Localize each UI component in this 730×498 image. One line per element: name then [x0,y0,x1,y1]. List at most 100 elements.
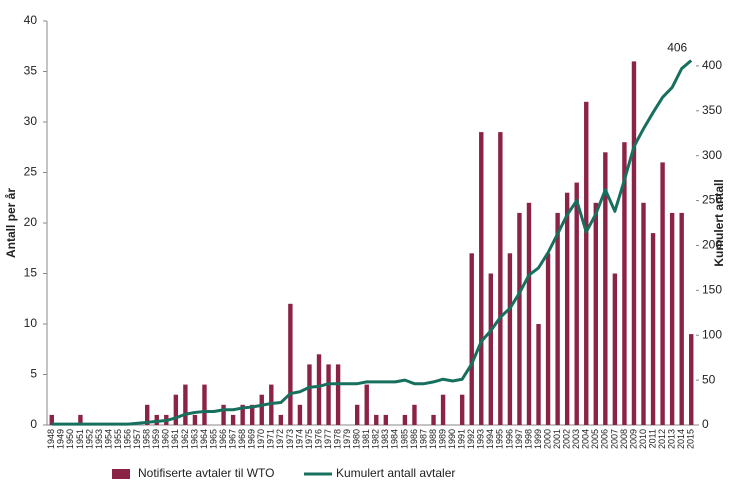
x-tick-label: 1969 [247,429,257,449]
x-tick-label: 1982 [371,429,381,449]
bar [307,364,312,425]
x-tick-label: 1989 [437,429,447,449]
x-tick-label: 1960 [161,429,171,449]
bar [173,394,179,425]
bar [660,162,665,425]
x-tick-label: 1954 [103,429,113,449]
bar [278,414,284,425]
bar [374,414,379,425]
x-tick-label: 2006 [600,429,610,449]
bar [555,212,560,425]
bar [574,182,579,425]
y-tick-label: 35 [24,64,38,78]
x-tick-label: 2014 [676,429,686,449]
x-tick-label: 1949 [56,429,66,449]
y2-tick-label: 100 [702,327,722,341]
bar [650,233,656,425]
bar [240,404,245,425]
x-tick-label: 1995 [495,429,505,449]
x-tick-label: 1951 [75,429,85,449]
y-tick-label: 5 [30,367,37,381]
x-tick-label: 1981 [361,429,371,449]
y-axis-title: Antall per år [4,188,18,258]
bar [221,404,226,425]
bar [679,212,684,425]
bar [479,132,484,425]
bar [145,404,150,425]
y-tick-label: 30 [24,114,38,128]
y-tick-label: 40 [24,13,38,27]
x-tick-label: 1997 [514,429,524,449]
bar [536,324,541,425]
y-tick-label: 25 [24,165,38,179]
x-tick-label: 1978 [332,429,342,449]
bar [49,414,54,425]
bar [440,394,446,425]
y-tick-label: 20 [24,215,38,229]
y2-tick-label: 0 [702,417,709,431]
bar [364,384,369,425]
y2-tick-label: 250 [702,193,722,207]
x-tick-label: 1964 [199,429,209,449]
x-tick-label: 1950 [65,429,75,449]
bar [545,253,551,425]
x-tick-label: 1990 [447,429,457,449]
bar [631,61,637,426]
legend-label: Kumulert antall avtaler [336,466,455,480]
x-tick-label: 1957 [132,429,142,449]
bar [459,394,465,425]
x-tick-label: 2000 [542,429,552,449]
y-tick-label: 15 [24,266,38,280]
x-tick-label: 1959 [151,429,161,449]
x-tick-label: 1973 [285,429,295,449]
x-tick-label: 1967 [227,429,237,449]
x-tick-label: 1953 [94,429,104,449]
y2-tick-label: 200 [702,238,722,252]
bar [431,414,436,425]
x-tick-label: 1974 [294,429,304,449]
x-tick-label: 1980 [352,429,362,449]
bar [78,414,83,425]
bar [230,414,236,425]
x-tick-label: 1979 [342,429,352,449]
bar [526,202,532,425]
bar [354,404,360,425]
x-tick-label: 2012 [657,429,667,449]
bar [297,404,303,425]
y2-tick-label: 150 [702,283,722,297]
y2-axis-title: Kumulert antall [712,179,726,266]
bar [593,202,598,425]
bar [402,414,408,425]
x-tick-label: 1968 [237,429,247,449]
legend-label: Notifiserte avtaler til WTO [138,466,274,480]
x-tick-label: 1962 [180,429,190,449]
y-tick-label: 10 [24,316,38,330]
x-tick-label: 1988 [428,429,438,449]
x-tick-label: 1999 [533,429,543,449]
x-tick-label: 1972 [275,429,285,449]
x-tick-label: 1955 [113,429,123,449]
bar [288,303,293,425]
bar [498,132,503,425]
x-tick-label: 2009 [628,429,638,449]
x-tick-label: 2010 [638,429,648,449]
x-tick-label: 1996 [504,429,514,449]
y2-tick-label: 50 [702,372,716,386]
x-tick-label: 2003 [571,429,581,449]
bar [641,202,646,425]
bar [202,384,207,425]
bar [507,253,513,425]
x-tick-label: 1961 [170,429,180,449]
bar [564,192,570,425]
x-tick-label: 1994 [485,429,495,449]
y2-tick-label: 350 [702,103,722,117]
y-tick-label: 0 [30,417,37,431]
data-label: 406 [667,41,687,55]
x-tick-label: 2013 [667,429,677,449]
x-tick-label: 1975 [304,429,314,449]
x-tick-label: 2015 [686,429,696,449]
bar [316,354,322,425]
x-tick-label: 1952 [84,429,94,449]
bar [192,414,198,425]
